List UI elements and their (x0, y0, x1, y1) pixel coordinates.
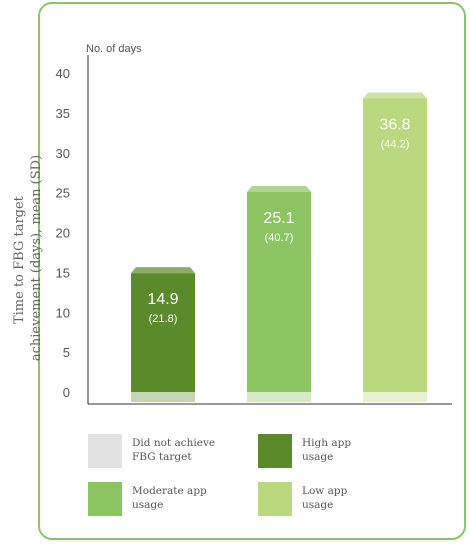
legend-swatch (88, 434, 122, 468)
legend-item-moderate-usage: Moderate app usage (88, 482, 242, 516)
bar-chart: 0 5 10 15 20 25 30 35 40 14.9 (21.8) 25.1 (40.7) 36.… (12, 43, 452, 405)
y-tick-label: 5 (63, 345, 70, 360)
bar (247, 191, 311, 392)
y-axis-ticks: 0 5 10 15 20 25 30 35 40 (56, 66, 70, 400)
bar-value-label: 25.1 (263, 210, 294, 227)
bar-shadow (363, 392, 427, 402)
bars-group: 14.9 (21.8) 25.1 (40.7) 36.8 (44.2) (131, 92, 427, 402)
y-tick-label: 30 (56, 146, 70, 161)
bar-top (131, 267, 195, 274)
y-tick-label: 0 (63, 385, 70, 400)
bar-value-label: 14.9 (147, 291, 178, 308)
bar-value-label: 36.8 (379, 117, 410, 134)
y-units-label: No. of days (86, 43, 142, 55)
bar-sd-label: (44.2) (381, 139, 410, 151)
legend-label: Did not achieve FBG target (132, 437, 216, 463)
bar-shadow (131, 392, 195, 402)
legend-label: Low app usage (302, 485, 348, 511)
bar-shadow (247, 392, 311, 402)
y-tick-label: 35 (56, 106, 70, 121)
y-tick-label: 20 (56, 226, 70, 241)
bar-sd-label: (21.8) (149, 313, 178, 325)
chart-card (38, 2, 466, 540)
bar (363, 98, 427, 393)
legend-swatch (258, 482, 292, 516)
legend-item-did-not-achieve: Did not achieve FBG target (88, 434, 242, 468)
legend-label: High app usage (302, 437, 352, 463)
y-tick-label: 15 (56, 265, 70, 280)
y-axis-title-line-2: achievement (days), mean (SD) (29, 155, 44, 361)
bar-group: 14.9 (21.8) (131, 267, 195, 402)
y-tick-label: 40 (56, 66, 70, 81)
legend-label: Moderate app usage (132, 485, 207, 511)
legend-swatch (88, 482, 122, 516)
y-tick-label: 25 (56, 186, 70, 201)
bar-sd-label: (40.7) (265, 232, 294, 244)
bar-top (247, 185, 311, 192)
legend-item-high-usage: High app usage (258, 434, 412, 468)
y-axis-title-line-1: Time to FBG target (12, 195, 27, 324)
legend-swatch (258, 434, 292, 468)
bar-top (363, 92, 427, 99)
bar (131, 273, 195, 392)
bar-group: 36.8 (44.2) (363, 92, 427, 402)
bar-group: 25.1 (40.7) (247, 185, 311, 402)
legend-item-low-usage: Low app usage (258, 482, 412, 516)
y-tick-label: 10 (56, 305, 70, 320)
y-axis-title: Time to FBG target achievement (days), m… (12, 155, 44, 361)
